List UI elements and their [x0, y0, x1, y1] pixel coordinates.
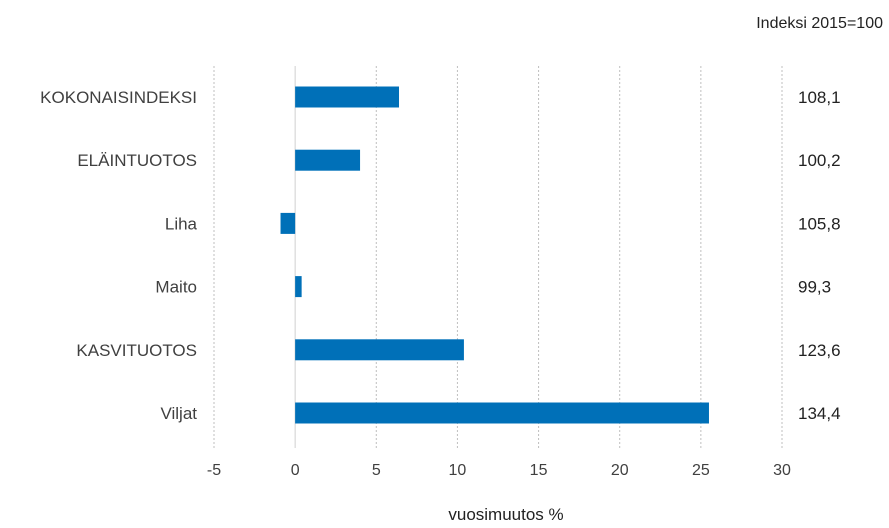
x-tick-label: 0: [291, 462, 300, 479]
index-note: Indeksi 2015=100: [756, 15, 883, 32]
x-tick-label: 30: [773, 462, 791, 479]
gridlines: [213, 66, 783, 448]
category-labels: KOKONAISINDEKSI ELÄINTUOTOS Liha Maito KASVI…: [40, 88, 197, 423]
category-label: Maito: [155, 278, 197, 297]
x-tick-label: 20: [611, 462, 629, 479]
category-label: KOKONAISINDEKSI: [40, 88, 197, 107]
index-values: 108,1 100,2 105,8 99,3 123,6 134,4: [798, 88, 841, 423]
bar: [295, 149, 361, 171]
index-value-label: 100,2: [798, 151, 841, 170]
index-value-label: 108,1: [798, 88, 841, 107]
category-label: KASVITUOTOS: [76, 341, 197, 360]
category-label: ELÄINTUOTOS: [77, 151, 197, 170]
x-tick-label: 15: [530, 462, 548, 479]
x-tick-label: 25: [692, 462, 710, 479]
x-tick-label: -5: [207, 462, 221, 479]
index-value-label: 134,4: [798, 404, 841, 423]
bar: [295, 402, 709, 424]
bar: [295, 86, 400, 108]
x-tick-label: 5: [372, 462, 381, 479]
index-value-label: 123,6: [798, 341, 841, 360]
x-tick-labels: -5 0 5 10 15 20 25 30: [207, 462, 791, 479]
x-tick-label: 10: [449, 462, 467, 479]
x-axis-label: vuosimuutos %: [448, 505, 563, 524]
category-label: Liha: [165, 214, 198, 233]
index-value-label: 105,8: [798, 214, 841, 233]
bar: [295, 339, 464, 361]
index-value-label: 99,3: [798, 278, 831, 297]
bar: [280, 212, 296, 234]
bar: [295, 276, 302, 298]
category-label: Viljat: [160, 404, 197, 423]
bars: [280, 86, 709, 424]
